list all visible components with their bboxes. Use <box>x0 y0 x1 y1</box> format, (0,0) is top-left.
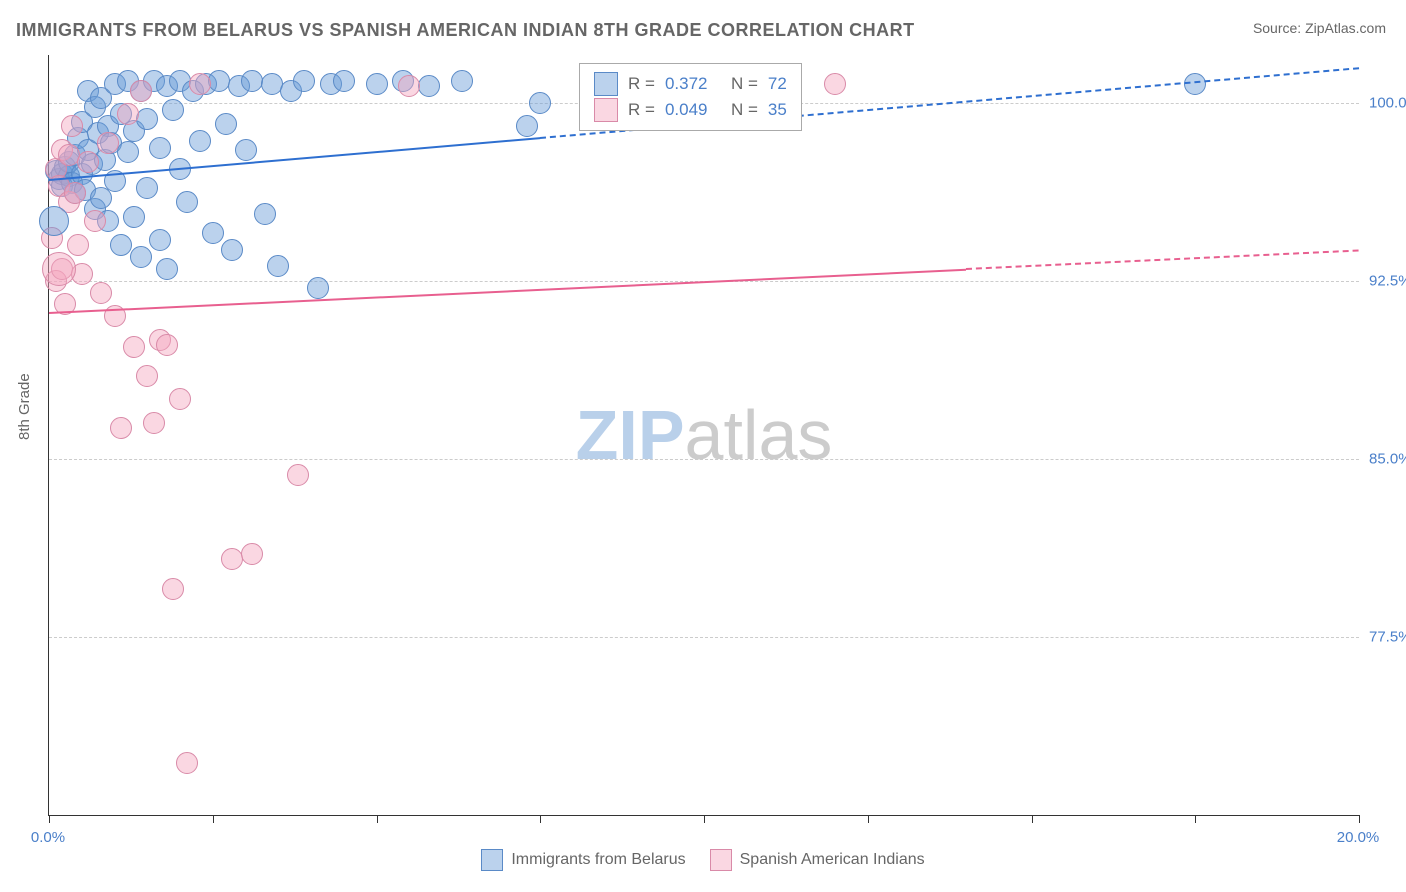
point-pink <box>156 334 178 356</box>
point-blue <box>235 139 257 161</box>
point-pink <box>90 282 112 304</box>
point-pink <box>221 548 243 570</box>
watermark-atlas: atlas <box>685 396 833 474</box>
point-blue <box>221 239 243 261</box>
r-label: R = <box>628 74 655 94</box>
point-pink <box>824 73 846 95</box>
trendline-pink <box>49 268 966 313</box>
point-pink <box>67 234 89 256</box>
point-pink <box>169 388 191 410</box>
x-tick <box>540 815 541 823</box>
chart-title: IMMIGRANTS FROM BELARUS VS SPANISH AMERI… <box>16 20 915 41</box>
point-blue <box>130 246 152 268</box>
trendline-pink-dashed <box>966 250 1359 271</box>
point-pink <box>176 752 198 774</box>
point-blue <box>110 234 132 256</box>
point-pink <box>110 417 132 439</box>
x-tick-label: 20.0% <box>1337 829 1380 846</box>
legend-item: Immigrants from Belarus <box>481 849 685 871</box>
x-tick <box>1195 815 1196 823</box>
point-pink <box>77 151 99 173</box>
y-axis-label: 8th Grade <box>16 373 33 440</box>
series-legend: Immigrants from Belarus Spanish American … <box>0 849 1406 876</box>
gridline-h <box>49 637 1359 638</box>
point-pink <box>97 132 119 154</box>
n-label: N = <box>731 74 758 94</box>
point-pink <box>162 578 184 600</box>
point-pink <box>287 464 309 486</box>
point-blue <box>267 255 289 277</box>
chart-plot-area: ZIPatlas R =0.372N =72R =0.049N =35 77.5… <box>48 55 1359 816</box>
point-blue <box>162 99 184 121</box>
point-blue <box>529 92 551 114</box>
point-blue-large <box>39 206 69 236</box>
point-blue <box>117 141 139 163</box>
y-tick-label: 100.0% <box>1369 94 1406 111</box>
n-value: 72 <box>768 74 787 94</box>
gridline-h <box>49 459 1359 460</box>
point-blue <box>241 70 263 92</box>
x-tick-label: 0.0% <box>31 829 65 846</box>
point-pink <box>84 210 106 232</box>
point-blue <box>451 70 473 92</box>
legend-label: Immigrants from Belarus <box>511 851 685 869</box>
r-label: R = <box>628 100 655 120</box>
legend-swatch-pink <box>710 849 732 871</box>
point-pink <box>189 73 211 95</box>
point-blue <box>366 73 388 95</box>
legend-label: Spanish American Indians <box>740 851 925 869</box>
point-blue <box>189 130 211 152</box>
x-tick <box>377 815 378 823</box>
legend-item: Spanish American Indians <box>710 849 925 871</box>
point-blue <box>149 229 171 251</box>
y-tick-label: 92.5% <box>1369 272 1406 289</box>
point-blue <box>333 70 355 92</box>
x-tick <box>868 815 869 823</box>
y-tick-label: 85.0% <box>1369 450 1406 467</box>
watermark-zip: ZIP <box>576 396 685 474</box>
point-blue <box>215 113 237 135</box>
point-blue <box>176 191 198 213</box>
y-tick-label: 77.5% <box>1369 628 1406 645</box>
x-tick <box>213 815 214 823</box>
legend-row: R = 0.372 N = 72 <box>594 72 787 96</box>
point-blue <box>136 108 158 130</box>
point-blue <box>293 70 315 92</box>
legend-swatch-blue <box>481 849 503 871</box>
point-blue <box>123 206 145 228</box>
point-blue <box>156 258 178 280</box>
point-blue <box>149 137 171 159</box>
x-tick <box>1032 815 1033 823</box>
point-blue <box>208 70 230 92</box>
point-pink <box>143 412 165 434</box>
r-value: 0.372 <box>665 74 721 94</box>
x-tick <box>1359 815 1360 823</box>
n-label: N = <box>731 100 758 120</box>
point-pink <box>130 80 152 102</box>
legend-row: R = 0.049 N = 35 <box>594 98 787 122</box>
source-attribution: Source: ZipAtlas.com <box>1253 20 1386 36</box>
point-pink <box>398 75 420 97</box>
point-blue <box>307 277 329 299</box>
point-blue <box>202 222 224 244</box>
point-blue <box>136 177 158 199</box>
r-value: 0.049 <box>665 100 721 120</box>
legend-swatch-pink <box>594 98 618 122</box>
n-value: 35 <box>768 100 787 120</box>
watermark: ZIPatlas <box>576 395 833 475</box>
correlation-legend: R = 0.372 N = 72 R = 0.049 N = 35 <box>579 63 802 131</box>
point-blue <box>254 203 276 225</box>
point-pink <box>241 543 263 565</box>
point-pink <box>123 336 145 358</box>
legend-swatch-blue <box>594 72 618 96</box>
point-pink <box>117 103 139 125</box>
x-tick <box>704 815 705 823</box>
point-pink <box>61 115 83 137</box>
point-pink <box>64 182 86 204</box>
point-pink <box>136 365 158 387</box>
x-tick <box>49 815 50 823</box>
point-pink-large <box>42 252 76 286</box>
point-blue <box>516 115 538 137</box>
point-blue <box>418 75 440 97</box>
